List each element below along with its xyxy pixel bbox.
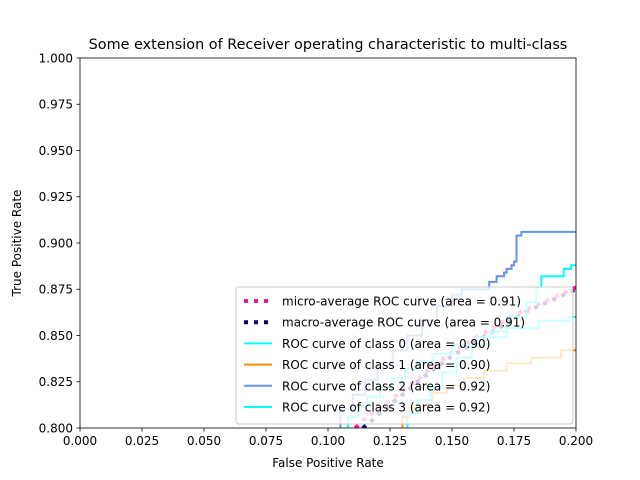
y-tick-label: 0.950 bbox=[39, 144, 73, 158]
axes-layer: 0.000 0.025 0.050 0.075 0.100 0.125 0.150 0.175… bbox=[39, 51, 594, 448]
legend-box bbox=[235, 286, 574, 425]
y-tick-label: 0.975 bbox=[39, 98, 73, 112]
legend-label-0: micro-average ROC curve (area = 0.91) bbox=[282, 295, 521, 309]
y-tick-label: 0.875 bbox=[39, 283, 73, 297]
x-tick-label: 0.200 bbox=[559, 434, 593, 448]
x-axis-label: False Positive Rate bbox=[272, 456, 384, 470]
legend-label-5: ROC curve of class 3 (area = 0.92) bbox=[282, 401, 490, 415]
y-tick-label: 0.825 bbox=[39, 375, 73, 389]
chart-title: Some extension of Receiver operating cha… bbox=[89, 37, 568, 53]
x-tick-label: 0.175 bbox=[497, 434, 531, 448]
legend-label-2: ROC curve of class 0 (area = 0.90) bbox=[282, 337, 490, 351]
y-tick-label: 0.850 bbox=[39, 329, 73, 343]
y-axis-label: True Positive Rate bbox=[10, 190, 24, 298]
legend: micro-average ROC curve (area = 0.91) mac… bbox=[235, 286, 574, 425]
y-tick-label: 0.925 bbox=[39, 190, 73, 204]
x-tick-label: 0.025 bbox=[125, 434, 159, 448]
y-tick-label: 1.000 bbox=[39, 51, 73, 65]
x-tick-label: 0.100 bbox=[311, 434, 345, 448]
y-tick-label: 0.900 bbox=[39, 236, 73, 250]
legend-label-4: ROC curve of class 2 (area = 0.92) bbox=[282, 379, 490, 393]
x-tick-label: 0.125 bbox=[373, 434, 407, 448]
legend-label-1: macro-average ROC curve (area = 0.91) bbox=[282, 316, 525, 330]
x-tick-label: 0.075 bbox=[249, 434, 283, 448]
x-tick-label: 0.050 bbox=[187, 434, 221, 448]
x-tick-label: 0.000 bbox=[63, 434, 97, 448]
y-tick-label: 0.800 bbox=[39, 421, 73, 435]
legend-label-3: ROC curve of class 1 (area = 0.90) bbox=[282, 358, 490, 372]
x-tick-label: 0.150 bbox=[435, 434, 469, 448]
